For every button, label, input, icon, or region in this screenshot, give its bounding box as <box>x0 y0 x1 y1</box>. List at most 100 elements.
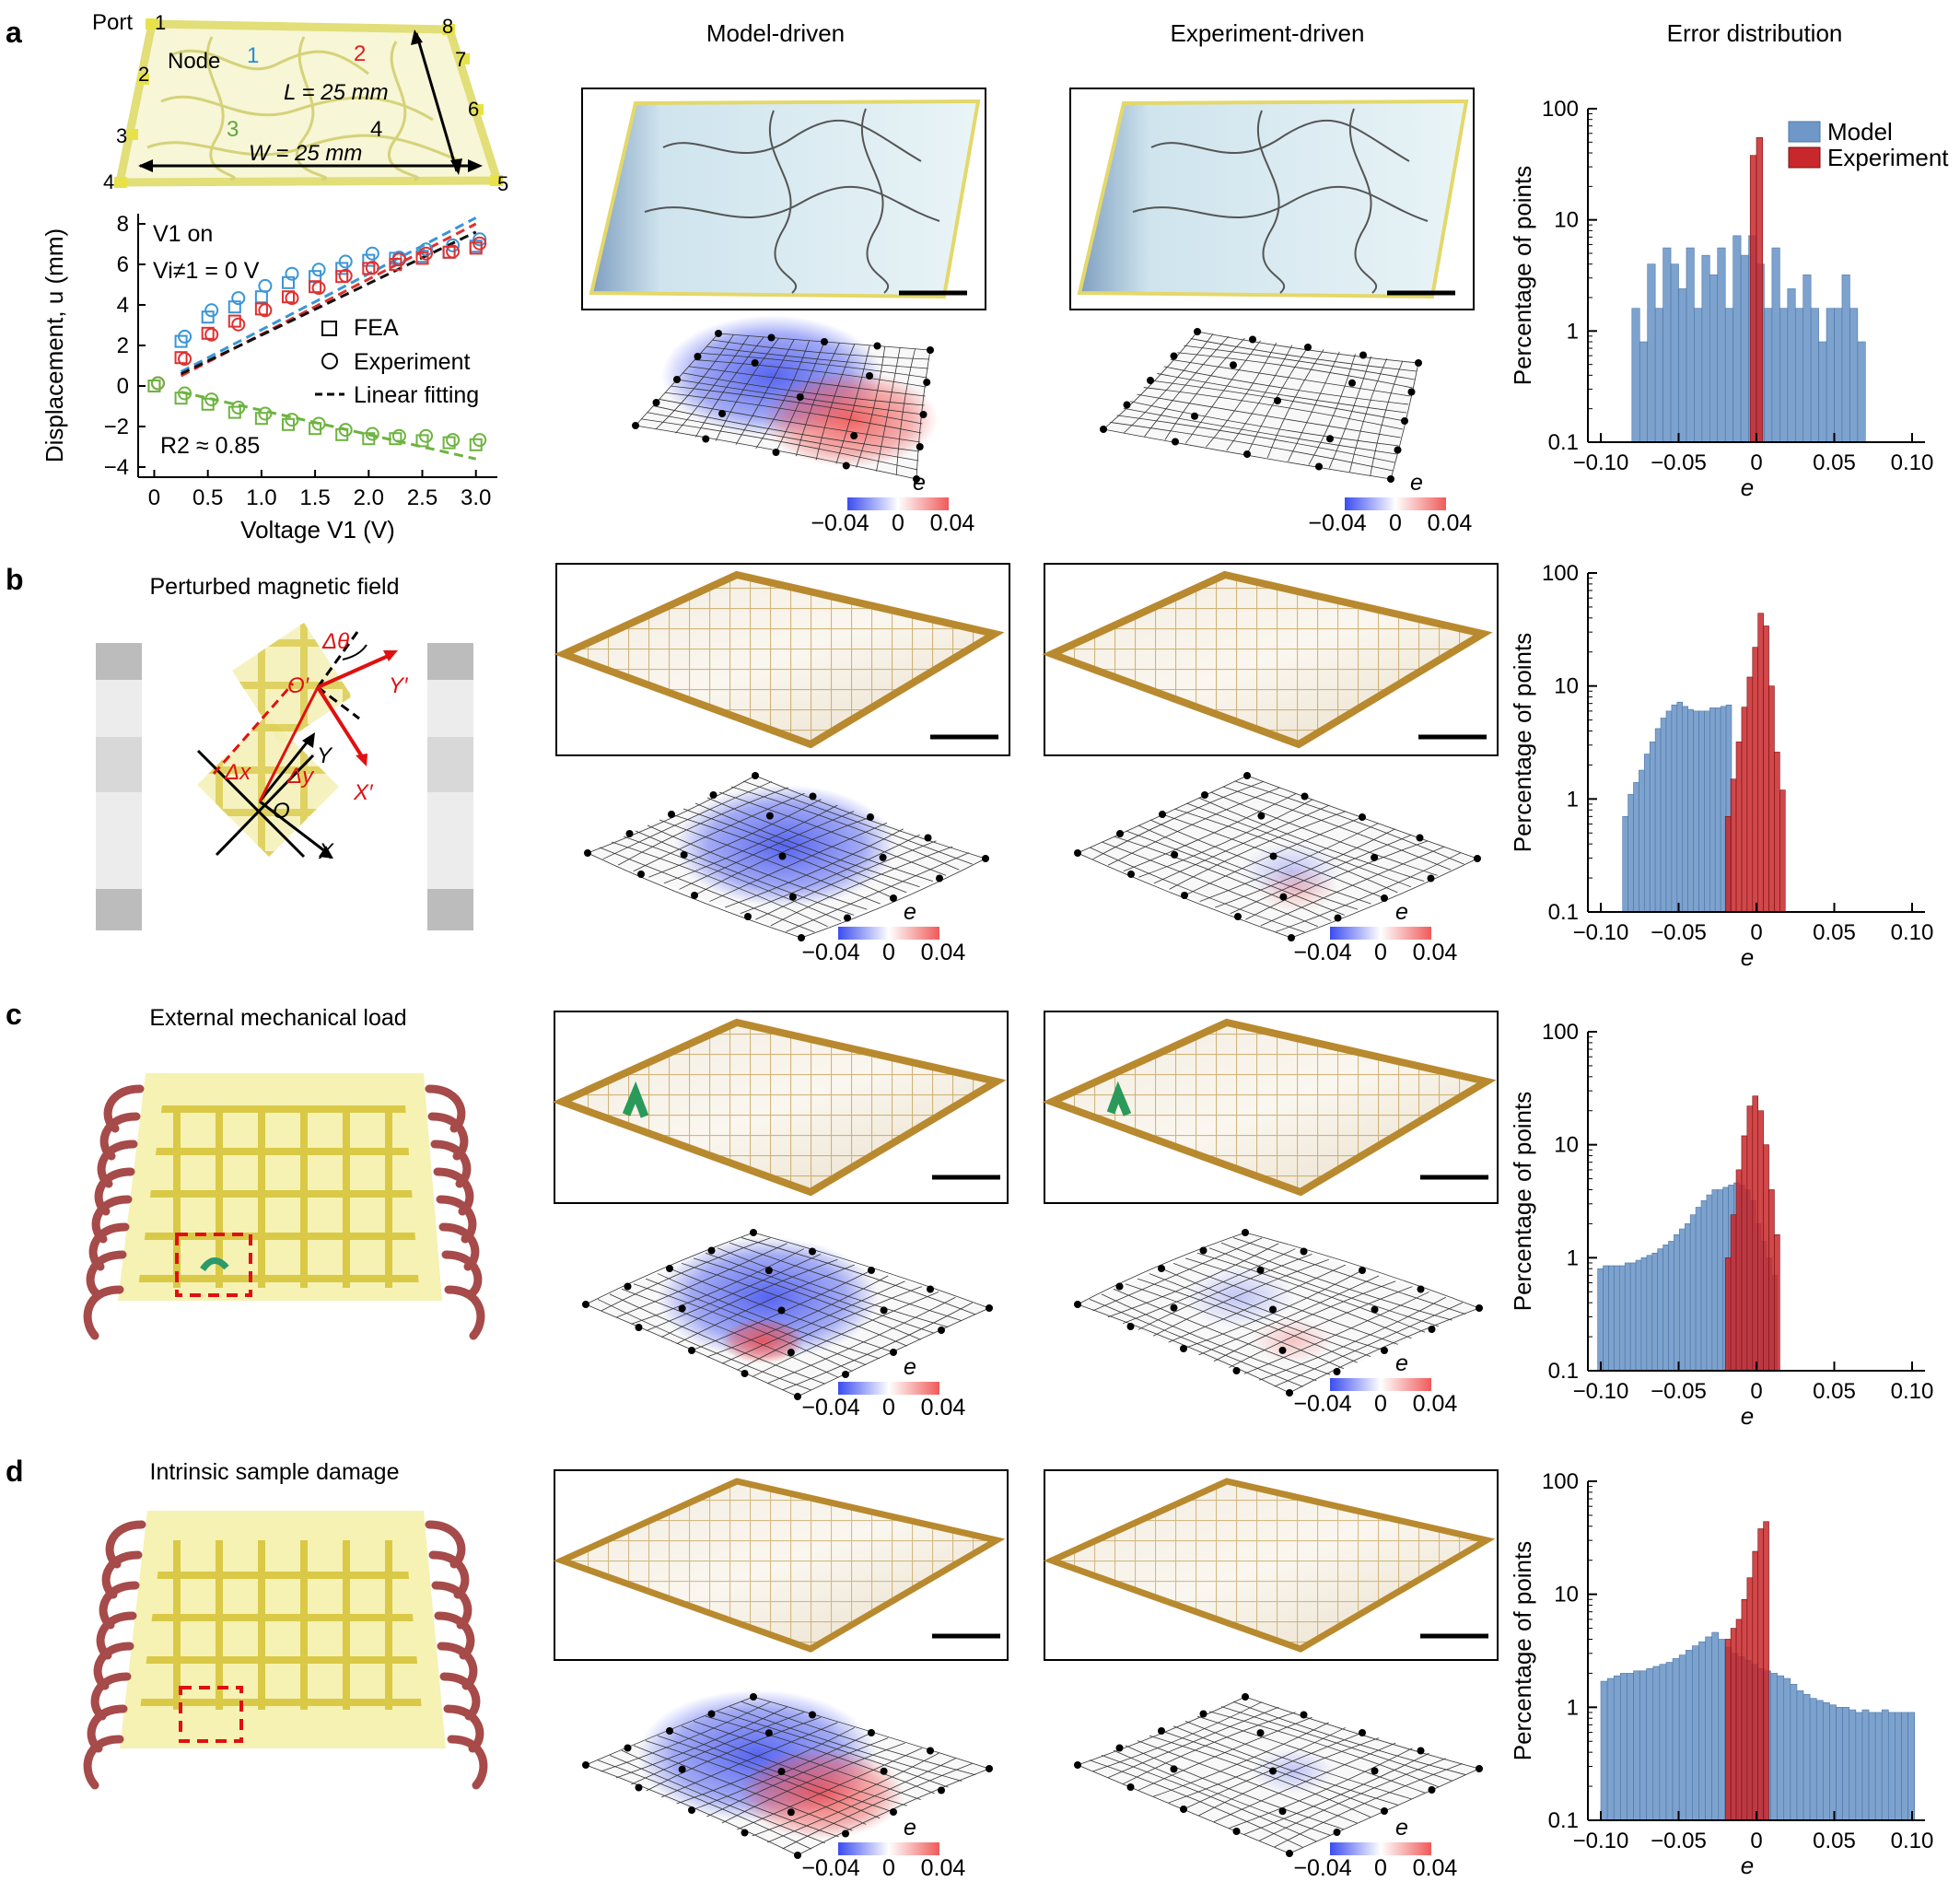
colorbar-symbol: e <box>1410 470 1423 496</box>
histogram-bar-experiment <box>1746 676 1754 913</box>
y-axis-label: Displacement, u (mm) <box>41 228 68 462</box>
node-dot <box>1428 1786 1436 1794</box>
x-tick-label: −0.10 <box>1573 450 1629 475</box>
colorbar-tick: −0.04 <box>1293 1855 1351 1881</box>
mesh-line <box>1126 830 1345 916</box>
node-dot <box>1300 1711 1308 1719</box>
histogram-bar-experiment <box>1757 1528 1764 1821</box>
mesh-line <box>782 1302 973 1391</box>
mesh-line <box>1226 345 1293 451</box>
y-tick-label: 1 <box>1567 1245 1579 1270</box>
histogram-bar-model <box>1849 308 1859 443</box>
node-dot <box>1194 328 1201 335</box>
histogram-bar-model <box>1603 1265 1609 1372</box>
node-dot <box>1234 913 1242 920</box>
histogram-bar-model <box>1836 1707 1843 1821</box>
mesh-line <box>1184 340 1261 444</box>
node-dot <box>873 342 881 350</box>
node-dot <box>1191 412 1198 420</box>
data-point-fea <box>281 275 295 289</box>
node-dot <box>938 1327 945 1334</box>
error-map-b-model: e −0.04 0 0.04 <box>584 772 989 965</box>
node-dot <box>1269 852 1278 860</box>
data-point-experiment <box>258 406 273 421</box>
legend-fit: Linear fitting <box>354 382 479 408</box>
data-point-experiment <box>150 376 165 391</box>
node-dot <box>741 1829 749 1837</box>
mesh-line <box>1186 802 1412 888</box>
y-axis-label: Percentage of points <box>1509 1092 1536 1312</box>
mesh-line <box>770 846 953 927</box>
histogram-bar-model <box>1881 1709 1889 1821</box>
y-tick-label: 10 <box>1554 1133 1579 1158</box>
histogram-bar-model <box>1649 742 1656 913</box>
mesh-line <box>1196 1715 1426 1794</box>
node-dot <box>624 1282 632 1291</box>
colorbar-tick: 0.04 <box>921 1395 966 1420</box>
mesh-line <box>766 1296 956 1385</box>
mesh-line <box>1308 354 1356 465</box>
mesh-line <box>1259 1296 1446 1381</box>
data-point-experiment <box>419 428 434 443</box>
mesh-line <box>1101 1293 1317 1382</box>
node-dot <box>1401 417 1408 425</box>
histogram-bar-model <box>1706 1194 1713 1372</box>
histogram-bar-model <box>1662 247 1672 443</box>
node-dot <box>752 772 759 779</box>
histogram-bar-experiment <box>1730 1214 1737 1372</box>
y-tick-label: 10 <box>1554 1583 1579 1607</box>
histogram-bar-model <box>1652 1666 1661 1821</box>
histogram-bar-model <box>1818 341 1827 443</box>
histogram-bar-model <box>1764 308 1773 443</box>
mesh-line <box>705 1252 935 1334</box>
histogram-bar-model <box>1686 247 1695 443</box>
node-dot <box>866 372 874 380</box>
mesh-line <box>1206 342 1278 448</box>
data-point-experiment <box>231 400 246 415</box>
histogram-bar-model <box>1724 308 1733 443</box>
histogram-bar-experiment <box>1774 1233 1780 1372</box>
colorbar <box>847 497 949 510</box>
mesh-line <box>1243 1752 1429 1835</box>
mesh-line <box>659 399 921 443</box>
colorbar-tick: 0 <box>1374 1391 1387 1417</box>
mesh-line <box>647 412 919 462</box>
node-dot <box>1243 772 1251 779</box>
mesh-line <box>1266 349 1324 459</box>
legend-experiment: Experiment <box>1827 144 1949 171</box>
data-point-experiment <box>446 238 461 252</box>
data-point-experiment <box>419 246 434 261</box>
histogram-bar-model <box>1874 1712 1883 1821</box>
mesh-line <box>1153 804 1330 884</box>
histogram-bar-model <box>1685 1650 1693 1821</box>
node-dot <box>879 853 887 861</box>
mesh-line <box>815 344 856 461</box>
node-dot <box>1232 1828 1241 1835</box>
mesh-line <box>1199 823 1380 902</box>
mesh-line <box>646 1716 822 1792</box>
histogram-bar-model <box>1639 341 1648 443</box>
node-dot <box>1116 830 1124 837</box>
node-dot <box>1278 1346 1287 1354</box>
y-tick-label: 10 <box>1554 674 1579 699</box>
node-dot <box>916 443 924 450</box>
node-dot <box>1256 1266 1265 1274</box>
node-dot <box>1199 1246 1208 1255</box>
histogram-bar-model <box>1660 718 1667 913</box>
node-dot <box>1381 1807 1388 1815</box>
mesh-line <box>752 1292 939 1377</box>
histogram-bar-model <box>1701 254 1710 443</box>
histogram-bar-model <box>1694 308 1703 443</box>
mesh-line <box>1288 351 1340 462</box>
node-dot <box>772 449 780 456</box>
mesh-line <box>1184 1721 1412 1800</box>
node-dot <box>1417 1747 1425 1755</box>
node-dot <box>1274 397 1281 404</box>
colorbar <box>838 927 939 940</box>
node-dot <box>1371 1305 1379 1314</box>
error-region <box>657 1237 879 1360</box>
histogram-bar-model <box>1618 1265 1626 1372</box>
histogram-bar-model <box>1711 1189 1719 1372</box>
colorbar-tick: 0 <box>1374 940 1387 965</box>
node-dot <box>652 399 660 406</box>
